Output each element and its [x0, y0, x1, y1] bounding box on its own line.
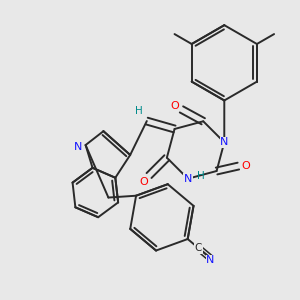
- Text: O: O: [241, 161, 250, 171]
- Text: C: C: [195, 243, 202, 253]
- Text: H: H: [135, 106, 143, 116]
- Text: N: N: [74, 142, 82, 152]
- Text: N: N: [220, 137, 229, 147]
- Text: H: H: [197, 171, 205, 181]
- Text: N: N: [206, 255, 214, 265]
- Text: O: O: [140, 178, 148, 188]
- Text: N: N: [184, 174, 192, 184]
- Text: O: O: [170, 101, 179, 111]
